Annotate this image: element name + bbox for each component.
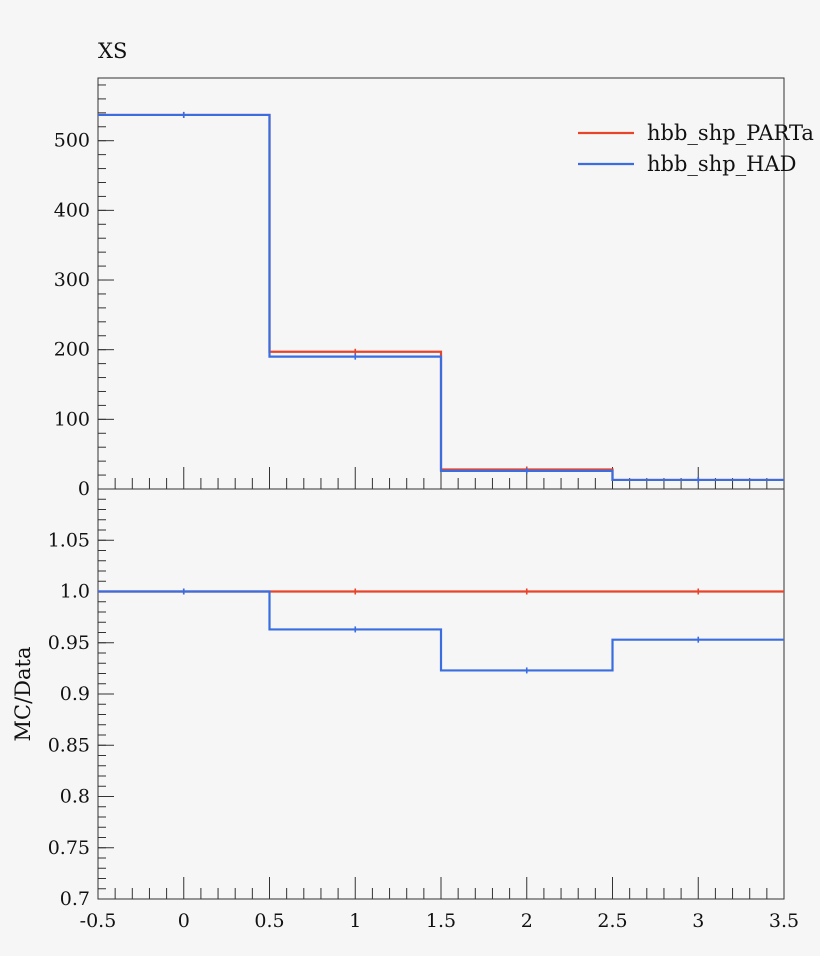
x-tick-label: -0.5 bbox=[80, 910, 117, 932]
main-y-tick-label: 400 bbox=[54, 199, 90, 221]
main-y-tick-label: 500 bbox=[54, 130, 90, 152]
legend-entry: hbb_shp_HAD bbox=[647, 152, 796, 176]
x-tick-label: 3.5 bbox=[769, 910, 799, 932]
x-tick-label: 3 bbox=[692, 910, 704, 932]
chart-title: XS bbox=[98, 39, 127, 63]
main-y-tick-label: 0 bbox=[78, 478, 90, 500]
x-tick-label: 0.5 bbox=[254, 910, 284, 932]
legend-entry: hbb_shp_PARTa bbox=[647, 121, 814, 145]
x-tick-label: 2 bbox=[521, 910, 533, 932]
ratio-panel: 0.7 0.75 0.8 0.85 0.9 0.95 1.0 1.05 -0.5 0 0.5 1 1.5… bbox=[48, 488, 799, 932]
main-y-tick-label: 200 bbox=[54, 339, 90, 361]
legend: hbb_shp_PARTa hbb_shp_HAD bbox=[578, 121, 814, 176]
main-y-tick-label: 300 bbox=[54, 269, 90, 291]
x-tick-label: 0 bbox=[178, 910, 190, 932]
ratio-y-tick-label: 1.0 bbox=[60, 581, 90, 603]
ratio-y-tick-label: 0.95 bbox=[48, 632, 90, 654]
ratio-y-axis-label: MC/Data bbox=[11, 647, 35, 742]
x-tick-label: 1.5 bbox=[426, 910, 456, 932]
ratio-frame bbox=[97, 488, 785, 900]
ratio-series-hbb_shp_HAD bbox=[98, 590, 784, 672]
ratio-y-tick-label: 0.8 bbox=[60, 786, 90, 808]
main-series-hbb_shp_HAD bbox=[98, 113, 784, 482]
ratio-y-tick-label: 1.05 bbox=[48, 529, 90, 551]
main-y-tick-label: 100 bbox=[54, 408, 90, 430]
ratio-y-tick-label: 0.7 bbox=[60, 888, 90, 910]
ratio-y-tick-label: 0.9 bbox=[60, 683, 90, 705]
ratio-y-tick-label: 0.75 bbox=[48, 837, 90, 859]
x-tick-label: 2.5 bbox=[597, 910, 627, 932]
x-tick-label: 1 bbox=[349, 910, 361, 932]
ratio-y-tick-label: 0.85 bbox=[48, 734, 90, 756]
